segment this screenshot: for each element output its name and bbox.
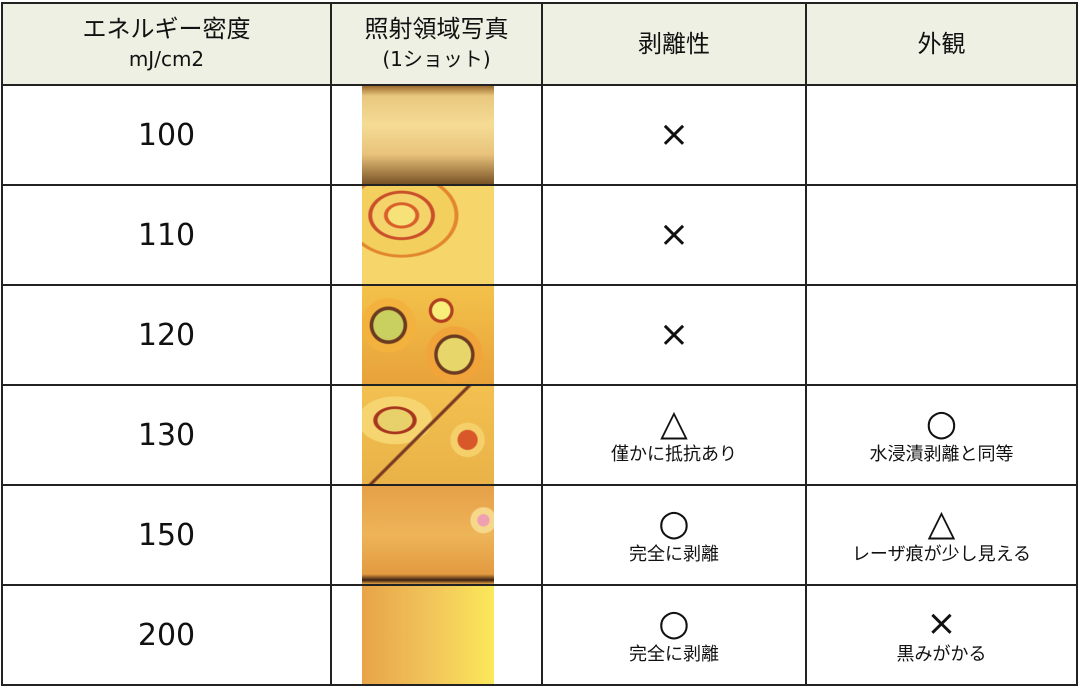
peel-note: 完全に剥離	[629, 544, 719, 565]
peel-cell: ×	[541, 284, 807, 386]
table-row: 150 ○ 完全に剥離 △ レーザ痕が少し見える	[1, 484, 1078, 586]
irradiation-photo	[362, 386, 494, 484]
appearance-cell	[805, 84, 1078, 186]
appearance-note: レーザ痕が少し見える	[851, 544, 1032, 565]
appearance-note: 黒みがかる	[896, 644, 987, 665]
irradiation-photo	[362, 286, 494, 384]
header-peel: 剥離性	[541, 2, 807, 86]
peel-symbol: ×	[658, 114, 690, 155]
peel-symbol: △	[660, 403, 688, 444]
peel-symbol: ×	[658, 214, 690, 255]
peel-cell: ○ 完全に剥離	[541, 584, 807, 686]
peel-cell: ×	[541, 184, 807, 286]
irradiation-photo	[362, 86, 494, 184]
appearance-cell: △ レーザ痕が少し見える	[805, 484, 1078, 586]
appearance-cell	[805, 284, 1078, 386]
photo-cell	[330, 484, 543, 586]
irradiation-photo	[362, 486, 494, 584]
energy-cell: 100	[1, 84, 332, 186]
appearance-cell	[805, 184, 1078, 286]
photo-cell	[330, 284, 543, 386]
irradiation-photo	[362, 586, 494, 684]
peel-note: 僅かに抵抗あり	[611, 444, 737, 465]
energy-cell: 130	[1, 384, 332, 486]
table-row: 200 ○ 完全に剥離 × 黒みがかる	[1, 584, 1078, 686]
energy-cell: 110	[1, 184, 332, 286]
photo-cell	[330, 384, 543, 486]
header-row: エネルギー密度 mJ/cm2 照射領域写真 (1ショット) 剥離性 外観	[1, 2, 1078, 86]
peel-cell: ×	[541, 84, 807, 186]
table-row: 110 ×	[1, 184, 1078, 286]
header-energy-unit: mJ/cm2	[128, 47, 205, 71]
table-row: 120 ×	[1, 284, 1078, 386]
table-row: 100 ×	[1, 84, 1078, 186]
peel-note: 完全に剥離	[629, 644, 719, 665]
peel-cell: ○ 完全に剥離	[541, 484, 807, 586]
peel-cell: △ 僅かに抵抗あり	[541, 384, 807, 486]
energy-cell: 120	[1, 284, 332, 386]
header-photo: 照射領域写真 (1ショット)	[330, 2, 543, 86]
energy-cell: 200	[1, 584, 332, 686]
energy-cell: 150	[1, 484, 332, 586]
header-photo-label: 照射領域写真	[364, 15, 509, 43]
photo-cell	[330, 584, 543, 686]
peel-symbol: ×	[658, 314, 690, 355]
appearance-cell: × 黒みがかる	[805, 584, 1078, 686]
header-energy-label: エネルギー密度	[82, 15, 251, 43]
irradiation-photo	[362, 186, 494, 284]
appearance-symbol: ○	[925, 403, 958, 444]
appearance-symbol: △	[927, 503, 956, 544]
header-energy: エネルギー密度 mJ/cm2	[1, 2, 332, 86]
appearance-symbol: ×	[926, 603, 957, 644]
table-row: 130 △ 僅かに抵抗あり ○ 水浸漬剥離と同等	[1, 384, 1078, 486]
header-appearance: 外観	[805, 2, 1078, 86]
photo-cell	[330, 84, 543, 186]
peel-symbol: ○	[658, 603, 690, 644]
appearance-cell: ○ 水浸漬剥離と同等	[805, 384, 1078, 486]
header-photo-sub: (1ショット)	[382, 47, 491, 71]
photo-cell	[330, 184, 543, 286]
peel-symbol: ○	[658, 503, 690, 544]
appearance-note: 水浸漬剥離と同等	[869, 444, 1014, 465]
